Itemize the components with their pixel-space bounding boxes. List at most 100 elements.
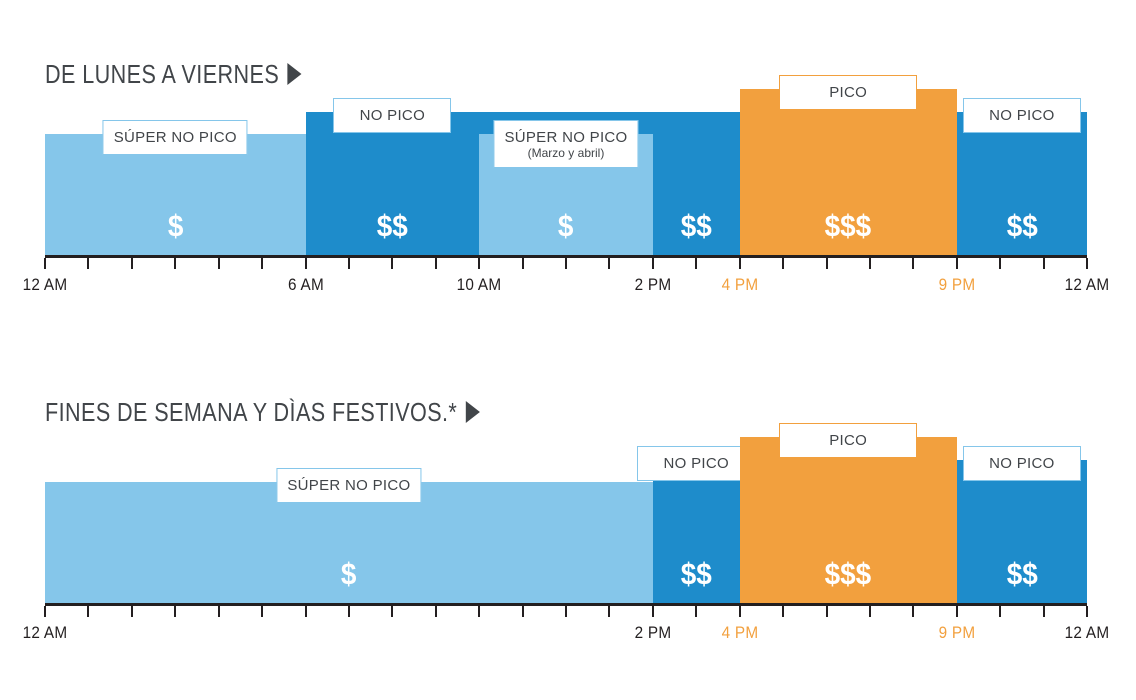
axis-tick [782,606,785,617]
axis-tick [651,258,654,269]
weekday-chart-title: DE LUNES A VIERNES [45,60,354,88]
axis-tick [825,258,828,269]
axis-tick [87,258,90,269]
segment-label-text: SÚPER NO PICO [504,129,628,146]
axis-tick [782,258,785,269]
axis-tick [174,606,177,617]
price-level-label: $$$ [824,208,872,243]
axis-tick [999,258,1002,269]
axis-tick [868,258,871,269]
axis-tick-label: 12 AM [22,275,68,294]
axis-tick [347,258,350,269]
axis-tick [955,606,958,617]
price-level-label: $ [558,208,574,243]
axis-tick-label: 12 AM [22,623,68,642]
axis-tick [391,606,394,617]
rate-segment-pico: $$$ PICO [739,75,957,255]
axis-tick [87,606,90,617]
axis-tick [174,258,177,269]
weekend-chart-title: FINES DE SEMANA Y DÌAS FESTIVOS.* [45,398,569,426]
rate-segment-super_no_pico: $ SÚPER NO PICO (Marzo y abril) [479,120,653,255]
segment-label-text: NO PICO [989,107,1055,124]
weekday-chart-title-text: DE LUNES A VIERNES [45,59,280,89]
axis-tick [44,606,46,617]
segment-label-text: PICO [829,84,868,101]
segment-label-text: SÚPER NO PICO [113,129,237,146]
rate-segment-no_pico: $$ NO PICO [637,446,756,603]
axis-tick-label: 2 PM [634,275,672,294]
axis-tick [130,258,133,269]
price-level-label: $$ [1006,556,1038,591]
axis-tick [478,606,481,617]
axis-tick [955,258,958,269]
axis-tick [695,606,698,617]
rate-segment-no_pico: $$ [652,112,740,255]
price-level-label: $$ [376,208,408,243]
axis-tick-label: 4 PM [721,275,759,294]
axis-tick-label: 6 AM [287,275,324,294]
axis-tick [1086,258,1088,269]
axis-tick [347,606,350,617]
segment-label-box: SÚPER NO PICO (Marzo y abril) [493,120,639,168]
axis-tick [912,258,915,269]
play-arrow-icon [465,401,480,423]
axis-tick [261,606,264,617]
axis-tick [304,258,307,269]
weekend-plot-area: $ SÚPER NO PICO $$ NO PICO $$$ PICO $$ NO PICO 1… [23,418,1109,642]
x-axis-line [45,255,1087,258]
axis-tick-label: 10 AM [456,275,502,294]
axis-tick [695,258,698,269]
axis-tick [738,606,741,617]
axis-tick [608,606,611,617]
rate-segment-pico: $$$ PICO [739,423,957,603]
rate-segment-no_pico: $$ NO PICO [956,98,1087,255]
segment-label-text: SÚPER NO PICO [287,477,411,494]
axis-tick [999,606,1002,617]
axis-tick [217,258,220,269]
x-axis-line [45,603,1087,606]
segment-label-box: NO PICO [962,98,1081,133]
axis-tick [304,606,307,617]
axis-tick [608,258,611,269]
price-level-label: $ [167,208,184,243]
segment-label-box: SÚPER NO PICO [276,468,422,503]
segment-label-text: NO PICO [359,107,426,124]
price-level-label: $$$ [824,556,872,591]
axis-tick [651,606,654,617]
axis-tick-label: 12 AM [1064,623,1110,642]
rate-segment-super_no_pico: $ SÚPER NO PICO [45,468,653,603]
axis-tick [825,606,828,617]
axis-tick [130,606,133,617]
axis-tick-label: 2 PM [634,623,672,642]
segment-label-box: SÚPER NO PICO [102,120,248,155]
segment-label-text: NO PICO [989,455,1055,472]
price-level-label: $$ [680,556,712,591]
play-arrow-icon [287,63,302,85]
rate-segment-super_no_pico: $ SÚPER NO PICO [45,120,306,255]
segment-label-text: NO PICO [663,455,729,472]
segment-label-box: PICO [779,423,918,458]
axis-tick [478,258,481,269]
axis-tick [521,606,524,617]
axis-tick [1042,606,1045,617]
rate-segment-backdrop-no_pico [479,112,653,255]
segment-label-box: NO PICO [333,98,452,133]
axis-tick [868,606,871,617]
axis-tick [1086,606,1088,617]
segment-label-text: PICO [829,432,868,449]
axis-tick [912,606,915,617]
price-level-label: $ [341,556,357,591]
segment-label-box: NO PICO [637,446,756,481]
axis-tick [391,258,394,269]
axis-tick [434,258,437,269]
axis-tick [1042,258,1045,269]
axis-tick-label: 4 PM [721,623,759,642]
price-level-label: $$ [1006,208,1038,243]
axis-tick [217,606,220,617]
weekday-plot-area: $ SÚPER NO PICO $$ NO PICO $ SÚPER NO PICO (Ma… [23,70,1109,294]
axis-tick [44,258,46,269]
axis-tick-label: 12 AM [1064,275,1110,294]
axis-tick [738,258,741,269]
